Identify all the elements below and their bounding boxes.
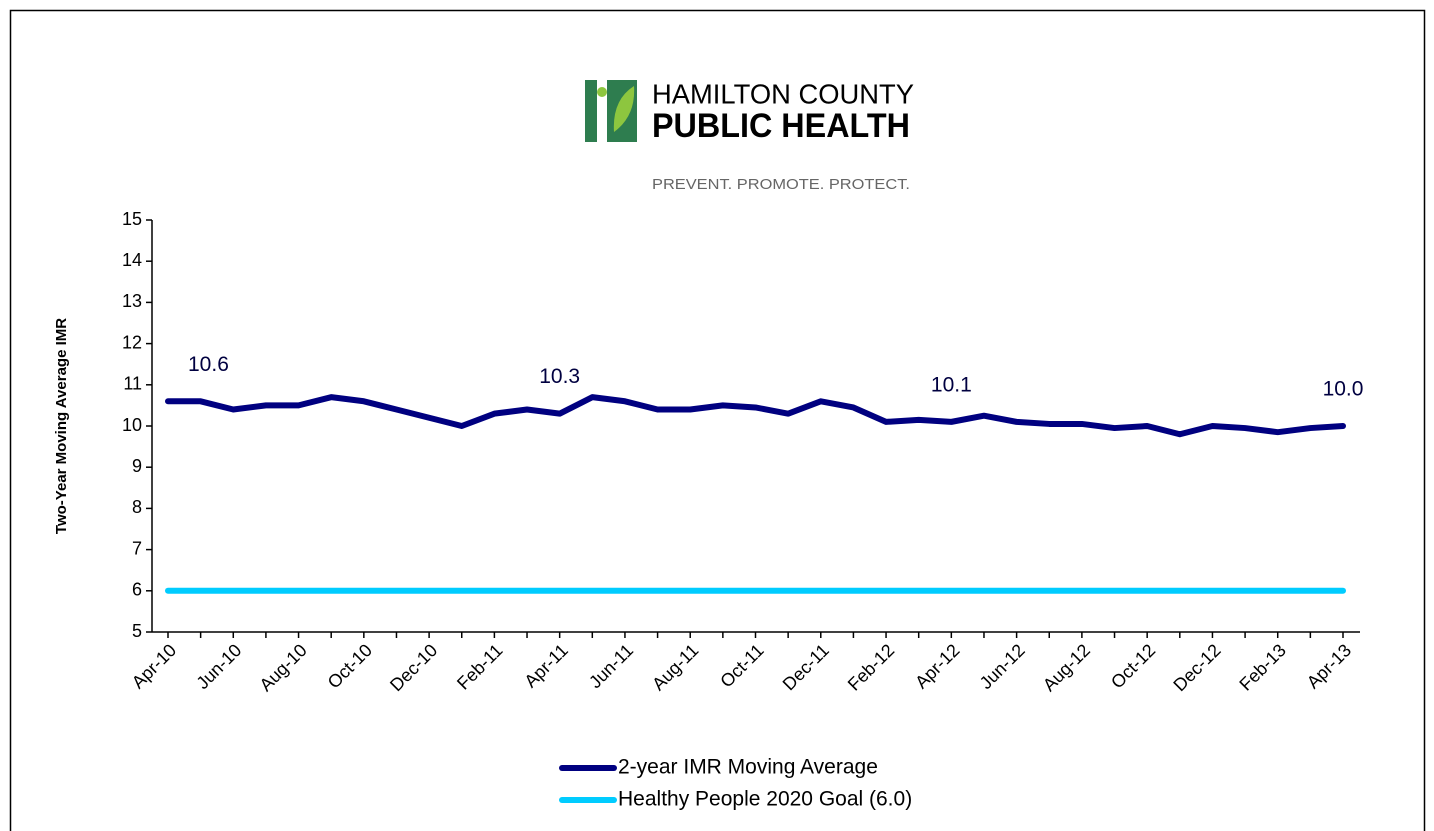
y-tick-label: 5 bbox=[132, 621, 142, 641]
y-tick-label: 14 bbox=[122, 250, 142, 270]
y-tick-label: 12 bbox=[122, 332, 142, 352]
x-tick-label: Apr-11 bbox=[520, 640, 571, 691]
logo-line2: PUBLIC HEALTH bbox=[652, 107, 910, 145]
y-tick-label: 9 bbox=[132, 456, 142, 476]
x-tick-label: Dec-11 bbox=[779, 640, 833, 694]
y-tick-label: 8 bbox=[132, 497, 142, 517]
series-line bbox=[165, 394, 1346, 438]
y-tick-label: 13 bbox=[122, 291, 142, 311]
logo-icon-leaf bbox=[613, 86, 635, 132]
x-tick-label: Jun-11 bbox=[585, 640, 637, 692]
y-tick-label: 10 bbox=[122, 415, 142, 435]
frame bbox=[9, 9, 1426, 831]
x-tick-label: Feb-11 bbox=[453, 640, 507, 694]
x-tick-label: Dec-10 bbox=[386, 640, 441, 695]
y-tick-label: 11 bbox=[123, 374, 142, 394]
x-tick-label: Oct-10 bbox=[324, 640, 376, 692]
y-tick-label: 6 bbox=[132, 580, 142, 600]
y-axis-title: Two-Year Moving Average IMR bbox=[53, 318, 70, 534]
data-label: 10.6 bbox=[188, 353, 229, 376]
x-tick-label: Jun-10 bbox=[192, 640, 245, 693]
logo-line1: HAMILTON COUNTY bbox=[652, 78, 914, 109]
x-tick-label: Feb-13 bbox=[1235, 640, 1289, 694]
x-tick-label: Dec-12 bbox=[1169, 640, 1224, 695]
logo-icon-head bbox=[597, 87, 607, 97]
x-tick-label: Oct-11 bbox=[716, 640, 767, 691]
y-tick-label: 15 bbox=[122, 209, 142, 229]
x-tick-label: Aug-12 bbox=[1039, 640, 1094, 695]
logo: HAMILTON COUNTY PUBLIC HEALTH PREVENT. P… bbox=[585, 78, 914, 193]
x-tick-label: Jun-12 bbox=[976, 640, 1029, 693]
legend-label: 2-year IMR Moving Average bbox=[618, 756, 878, 779]
x-tick-label: Apr-10 bbox=[128, 640, 180, 692]
data-label: 10.0 bbox=[1323, 378, 1364, 401]
data-label: 10.3 bbox=[539, 365, 580, 388]
y-tick-label: 7 bbox=[132, 538, 142, 558]
logo-tagline: PREVENT. PROMOTE. PROTECT. bbox=[652, 176, 910, 193]
x-tick-label: Apr-13 bbox=[1303, 640, 1355, 692]
legend-label: Healthy People 2020 Goal (6.0) bbox=[618, 788, 912, 811]
x-tick-label: Apr-12 bbox=[911, 640, 963, 692]
x-tick-label: Aug-10 bbox=[256, 640, 311, 695]
data-label: 10.1 bbox=[931, 373, 972, 396]
x-tick-label: Oct-12 bbox=[1107, 640, 1159, 692]
logo-icon-gap bbox=[597, 80, 607, 142]
x-tick-label: Aug-11 bbox=[648, 640, 702, 694]
x-tick-label: Feb-12 bbox=[844, 640, 898, 694]
